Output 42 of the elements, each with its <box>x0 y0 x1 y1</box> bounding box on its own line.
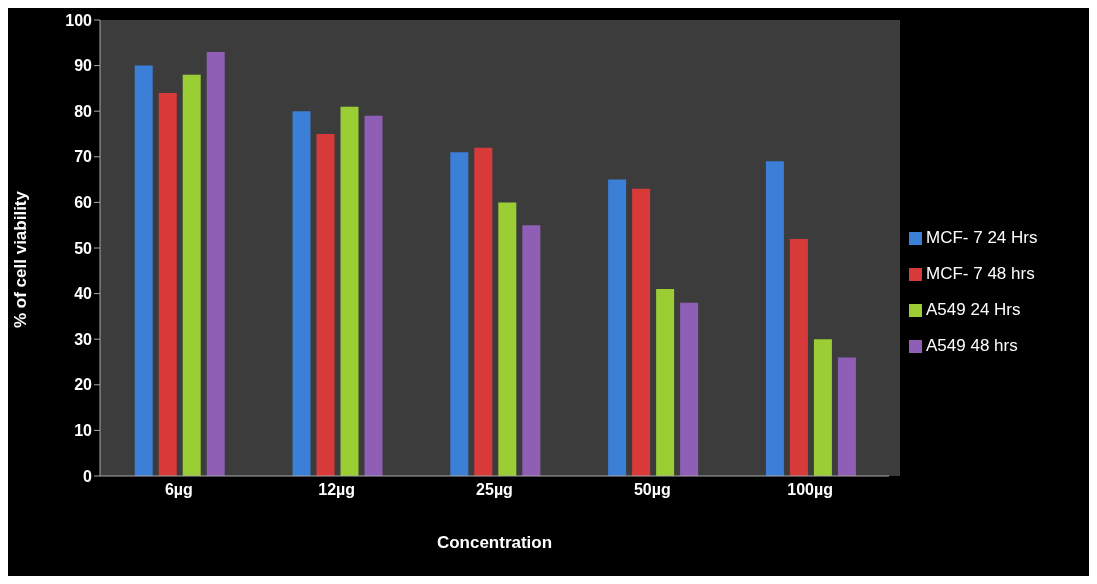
x-axis-title: Concentration <box>436 533 553 552</box>
legend-label: MCF- 7 48 hrs <box>926 264 1035 283</box>
bar <box>498 202 517 476</box>
x-tick-label: 25µg <box>476 481 513 499</box>
legend-label: A549 48 hrs <box>926 336 1018 355</box>
bar <box>182 74 201 476</box>
y-axis-title: % of cell viability <box>11 190 31 328</box>
bar <box>608 179 627 476</box>
bar <box>450 152 469 476</box>
x-tick-label: 50µg <box>633 481 671 499</box>
bar <box>632 188 651 476</box>
y-tick-label: 40 <box>74 285 93 303</box>
x-tick-label: 100µg <box>787 481 833 499</box>
bar <box>364 115 383 476</box>
bar <box>837 357 856 476</box>
bar <box>206 51 225 476</box>
y-tick-label: 70 <box>74 148 93 166</box>
bar <box>158 92 177 476</box>
legend-label: A549 24 Hrs <box>926 300 1021 319</box>
bar <box>316 134 335 476</box>
bar <box>522 225 541 476</box>
x-tick-label: 12µg <box>318 481 356 499</box>
bar <box>340 106 359 476</box>
bar <box>474 147 493 476</box>
bar <box>765 161 784 476</box>
y-tick-label: 60 <box>74 194 93 212</box>
bar <box>134 65 153 476</box>
y-tick-label: 20 <box>74 376 93 394</box>
bar <box>789 238 808 476</box>
bar <box>680 302 699 476</box>
bar <box>813 339 832 476</box>
legend-label: MCF- 7 24 Hrs <box>926 228 1038 247</box>
y-tick-label: 50 <box>74 239 93 257</box>
bar <box>656 289 675 476</box>
y-tick-label: 30 <box>74 330 93 348</box>
x-tick-label: 6µg <box>164 481 193 499</box>
bar <box>292 111 311 476</box>
y-tick-label: 90 <box>74 57 93 75</box>
y-tick-label: 10 <box>74 422 93 440</box>
y-tick-label: 80 <box>74 102 93 120</box>
y-tick-label: 0 <box>83 467 93 485</box>
y-tick-label: 100 <box>65 11 93 29</box>
